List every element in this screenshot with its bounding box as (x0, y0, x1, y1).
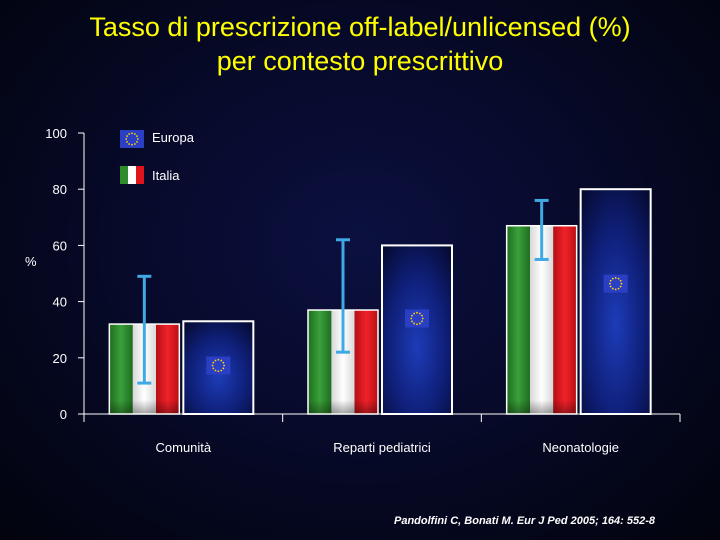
x-axis: Comunità Reparti pediatrici Neonatologie (83, 413, 681, 455)
legend-label-italia: Italia (152, 168, 180, 183)
bar-italia-green (308, 310, 332, 414)
error-bar-italia (534, 198, 549, 261)
legend-item-europa: Europa (120, 130, 195, 148)
eu-flag-icon (120, 130, 144, 148)
x-category-label: Comunità (156, 440, 212, 455)
error-bar-italia (137, 274, 152, 385)
bar-europa-body (381, 244, 453, 415)
error-bars (137, 198, 549, 385)
x-category-label: Neonatologie (542, 440, 619, 455)
bar-italia (307, 309, 379, 415)
y-tick-label: 0 (60, 407, 67, 422)
title-line-1: Tasso di prescrizione off-label/unlicens… (89, 12, 631, 42)
bar-italia-white (530, 225, 554, 414)
bar-italia-shade (109, 400, 180, 414)
legend-item-italia: Italia (120, 166, 180, 184)
bar-italia (505, 224, 578, 415)
bar-italia-green (506, 225, 530, 414)
eu-flag-icon (206, 356, 231, 375)
y-tick-label: 100 (45, 126, 67, 141)
y-tick-label: 80 (53, 182, 67, 197)
y-axis-label: % (25, 254, 37, 269)
title-line-2: per contesto prescrittivo (216, 46, 504, 76)
error-bar-italia (336, 238, 350, 354)
bar-italia-red (553, 225, 577, 414)
eu-flag-icon (405, 309, 429, 328)
bar-europa-body (579, 188, 652, 415)
bar-europa (182, 320, 255, 415)
bar-europa (579, 188, 652, 415)
y-axis: 0 20 40 60 80 100 (45, 126, 85, 422)
bar-italia-shade (308, 400, 378, 414)
bar-europa (381, 244, 453, 415)
bar-italia (108, 323, 181, 415)
x-category-label: Reparti pediatrici (333, 440, 431, 455)
chart-title: Tasso di prescrizione off-label/unlicens… (0, 10, 720, 78)
bar-italia-shade (506, 400, 577, 414)
bar-italia-green (109, 324, 133, 414)
italy-flag-icon (120, 166, 128, 184)
y-tick-label: 20 (53, 351, 67, 366)
eu-flag-icon (603, 274, 628, 293)
bar-italia-white (331, 310, 355, 414)
bars (108, 188, 652, 415)
bar-italia-red (354, 310, 378, 414)
y-tick-label: 60 (53, 238, 67, 253)
bar-italia-red (156, 324, 180, 414)
citation: Pandolfini C, Bonati M. Eur J Ped 2005; … (394, 515, 656, 527)
legend-label-europa: Europa (152, 130, 195, 145)
legend: Europa Italia (120, 130, 195, 184)
y-tick-label: 40 (53, 295, 67, 310)
